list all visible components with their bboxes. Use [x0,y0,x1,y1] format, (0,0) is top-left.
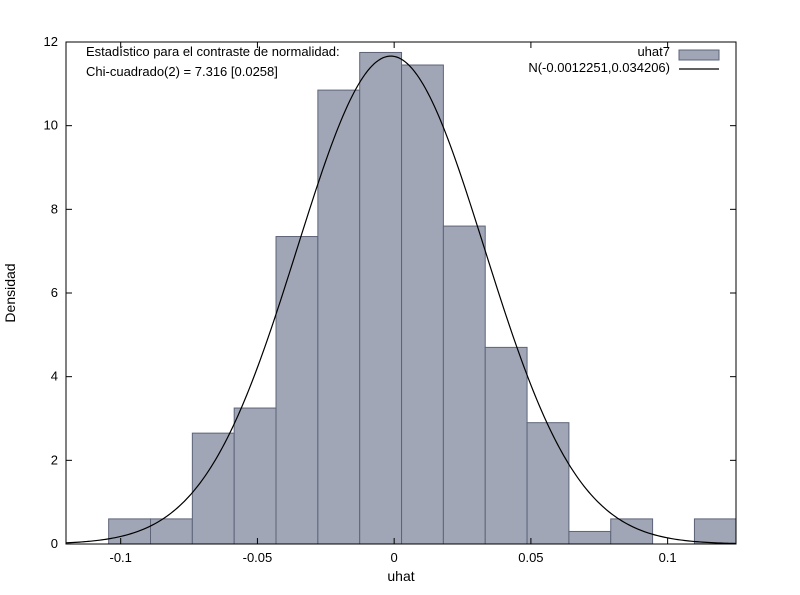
annotation-line-2: Chi-cuadrado(2) = 7.316 [0.0258] [86,64,278,79]
y-axis-label: Densidad [2,263,18,322]
histogram-bar-6 [359,51,403,545]
legend: uhat7 N(-0.0012251,0.034206) [528,44,720,75]
legend-label-histogram: uhat7 [637,44,670,59]
y-tick-label: 0 [51,536,58,551]
x-axis-label: uhat [387,568,414,584]
y-tick-label: 12 [44,34,58,49]
legend-label-density: N(-0.0012251,0.034206) [528,60,670,75]
histogram-bar-13 [693,518,737,545]
normal-density-curve [65,55,737,545]
y-tick-label: 4 [51,369,58,384]
x-tick-label: 0.1 [659,550,677,565]
histogram-bar-0 [108,518,152,545]
histogram-bar-5 [317,89,361,545]
x-tick-label: -0.05 [243,550,273,565]
annotation-line-1: Estadístico para el contraste de normali… [86,44,340,59]
histogram-bar-4 [275,236,319,545]
histogram-bar-11 [568,530,612,545]
histogram-bar-7 [401,64,444,545]
histogram-bar-10 [526,422,570,545]
y-tick-label: 6 [51,285,58,300]
x-tick-label: 0.05 [518,550,543,565]
histogram-bar-1 [150,518,193,545]
histogram-bar-3 [233,407,277,545]
y-tick-label: 10 [44,118,58,133]
x-tick-label: -0.1 [109,550,131,565]
histogram-bars [108,51,737,545]
y-tick-label: 8 [51,201,58,216]
histogram-bar-2 [191,432,235,545]
histogram-bar-9 [484,346,528,545]
histogram-bar-12 [610,518,654,545]
histogram-bar-8 [442,225,486,545]
x-tick-label: 0 [391,550,398,565]
y-tick-label: 2 [51,452,58,467]
axis-ticks: -0.1 -0.05 0 0.05 0.1 0 2 4 6 8 10 12 [44,34,736,565]
legend-swatch-histogram [678,49,720,61]
